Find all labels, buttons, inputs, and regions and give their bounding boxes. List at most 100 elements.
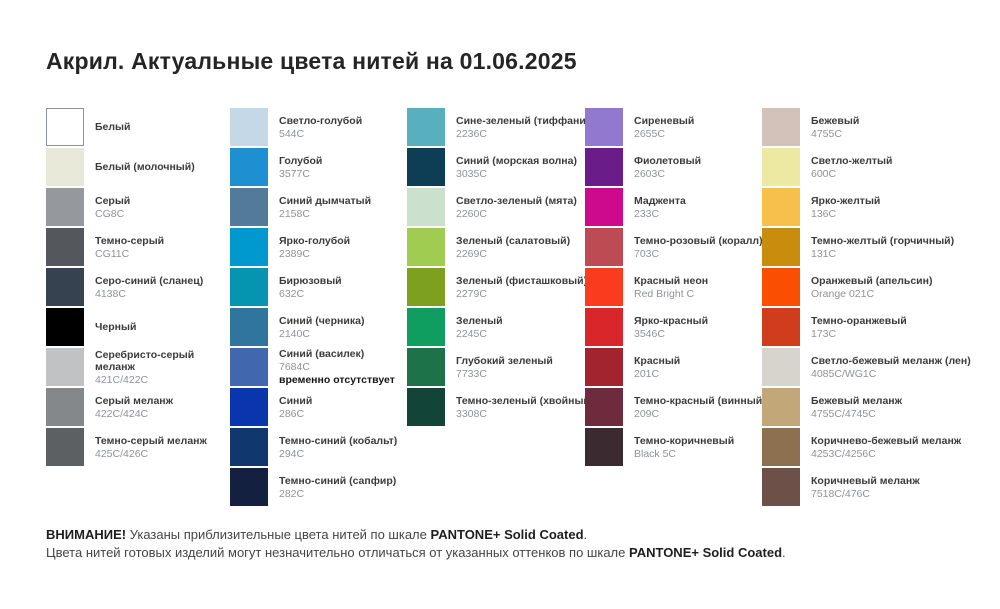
color-info: Светло-зеленый (мята) 2260C xyxy=(456,188,577,226)
pantone-code: 7518C/476C xyxy=(811,487,870,500)
color-name: Синий xyxy=(279,394,313,407)
color-swatch xyxy=(762,228,800,266)
color-name: Синий дымчатый xyxy=(279,194,372,207)
color-swatch xyxy=(585,388,623,426)
pantone-code: 294C xyxy=(279,447,305,460)
color-name: Красный неон xyxy=(634,274,709,287)
color-row: Оранжевый (апельсин) Orange 021C xyxy=(762,268,958,306)
color-name: Бирюзовый xyxy=(279,274,342,287)
color-column-1: Белый Белый (молочный) Серый CG8C Темно-серы… xyxy=(46,108,230,508)
color-row: Фиолетовый 2603C xyxy=(585,148,762,186)
color-info: Зеленый 2245C xyxy=(456,308,503,346)
color-row: Бежевый меланж 4755C/4745C xyxy=(762,388,958,426)
color-swatch xyxy=(230,108,268,146)
color-info: Оранжевый (апельсин) Orange 021C xyxy=(811,268,932,306)
color-info: Синий 286C xyxy=(279,388,312,426)
color-name: Темно-серый меланж xyxy=(95,434,207,447)
color-swatch xyxy=(407,148,445,186)
pantone-code: 4138C xyxy=(95,287,126,300)
color-row: Голубой 3577C xyxy=(230,148,407,186)
color-info: Бежевый 4755C xyxy=(811,108,859,146)
pantone-code: Red Bright C xyxy=(634,287,695,300)
color-row: Зеленый 2245C xyxy=(407,308,585,346)
pantone-code: 600C xyxy=(811,167,837,180)
pantone-code: 2389C xyxy=(279,247,310,260)
color-swatch xyxy=(230,228,268,266)
color-swatch xyxy=(585,268,623,306)
color-swatch xyxy=(230,268,268,306)
color-swatch xyxy=(585,148,623,186)
pantone-code: 2140C xyxy=(279,327,310,340)
color-swatch xyxy=(585,428,623,466)
color-name: Голубой xyxy=(279,154,323,167)
color-row: Темно-коричневый Black 5C xyxy=(585,428,762,466)
color-row: Сине-зеленый (тиффани) 2236C xyxy=(407,108,589,146)
color-name: Светло-зеленый (мята) xyxy=(456,194,577,207)
color-row: Светло-желтый 600C xyxy=(762,148,958,186)
color-name: Темно-синий (сапфир) xyxy=(279,474,397,487)
color-swatch xyxy=(46,188,84,226)
color-row: Коричнево-бежевый меланж 4253C/4256C xyxy=(762,428,961,466)
color-row: Серый меланж 422C/424C xyxy=(46,388,230,426)
color-row: Серебристо-серый меланж 421C/422C xyxy=(46,348,230,386)
pantone-code: 7684C xyxy=(279,361,310,373)
color-info: Темно-синий (сапфир) 282C xyxy=(279,468,396,506)
pantone-code: 544C xyxy=(279,127,305,140)
color-info: Темно-серый меланж 425C/426C xyxy=(95,428,207,466)
color-row: Зеленый (фисташковый) 2279C xyxy=(407,268,587,306)
color-info: Красный неон Red Bright C xyxy=(634,268,708,306)
color-name: Темно-желтый (горчичный) xyxy=(811,234,955,247)
footer-line-2-end: . xyxy=(782,545,786,560)
footer-pantone-label-2: PANTONE+ Solid Coated xyxy=(629,545,783,560)
color-info: Коричневый меланж 7518C/476C xyxy=(811,468,920,506)
pantone-code: 136C xyxy=(811,207,837,220)
color-info: Коричнево-бежевый меланж 4253C/4256C xyxy=(811,428,961,466)
color-swatch xyxy=(585,348,623,386)
pantone-code: Black 5C xyxy=(634,447,677,460)
color-info: Темно-красный (винный) 209C xyxy=(634,388,766,426)
pantone-code: 2245C xyxy=(456,327,487,340)
color-swatch xyxy=(230,468,268,506)
color-swatch xyxy=(46,228,84,266)
color-swatch xyxy=(585,228,623,266)
color-info: Белый (молочный) xyxy=(95,148,195,186)
color-info: Темно-коричневый Black 5C xyxy=(634,428,734,466)
color-column-5: Бежевый 4755C Светло-желтый 600C Ярко-желтый… xyxy=(762,108,971,508)
color-row: Сиреневый 2655C xyxy=(585,108,762,146)
color-row: Красный 201C xyxy=(585,348,762,386)
color-info: Бежевый меланж 4755C/4745C xyxy=(811,388,902,426)
footer-line-1-text: Указаны приблизительные цвета нитей по ш… xyxy=(126,527,431,542)
pantone-code: 201C xyxy=(634,367,660,380)
color-swatch xyxy=(46,308,84,346)
color-grid: Белый Белый (молочный) Серый CG8C Темно-серы… xyxy=(46,108,971,508)
color-name: Светло-голубой xyxy=(279,114,363,127)
color-info: Ярко-красный 3546C xyxy=(634,308,708,346)
color-info: Фиолетовый 2603C xyxy=(634,148,701,186)
pantone-code: 2260C xyxy=(456,207,487,220)
color-row: Темно-серый меланж 425C/426C xyxy=(46,428,230,466)
color-name: Светло-желтый xyxy=(811,154,893,167)
color-name: Черный xyxy=(95,321,137,333)
pantone-code: 7733C xyxy=(456,367,487,380)
pantone-code: 703C xyxy=(634,247,660,260)
color-column-3: Сине-зеленый (тиффани) 2236C Синий (морска… xyxy=(407,108,593,508)
color-swatch xyxy=(585,108,623,146)
color-info: Серый CG8C xyxy=(95,188,130,226)
color-swatch xyxy=(407,108,445,146)
pantone-code: 2236C xyxy=(456,127,487,140)
color-name: Серо-синий (сланец) xyxy=(95,274,204,287)
color-info: Синий дымчатый 2158C xyxy=(279,188,371,226)
color-info: Серый меланж 422C/424C xyxy=(95,388,173,426)
color-swatch xyxy=(762,108,800,146)
color-name: Темно-серый xyxy=(95,234,165,247)
color-row: Маджента 233C xyxy=(585,188,762,226)
pantone-code: 286C xyxy=(279,407,305,420)
color-swatch xyxy=(407,188,445,226)
color-swatch xyxy=(46,268,84,306)
pantone-code: Orange 021C xyxy=(811,287,875,300)
color-row: Синий 286C xyxy=(230,388,407,426)
color-name: Ярко-голубой xyxy=(279,234,351,247)
color-name: Белый (молочный) xyxy=(95,161,195,173)
color-row: Ярко-желтый 136C xyxy=(762,188,958,226)
color-name: Сиреневый xyxy=(634,114,695,127)
